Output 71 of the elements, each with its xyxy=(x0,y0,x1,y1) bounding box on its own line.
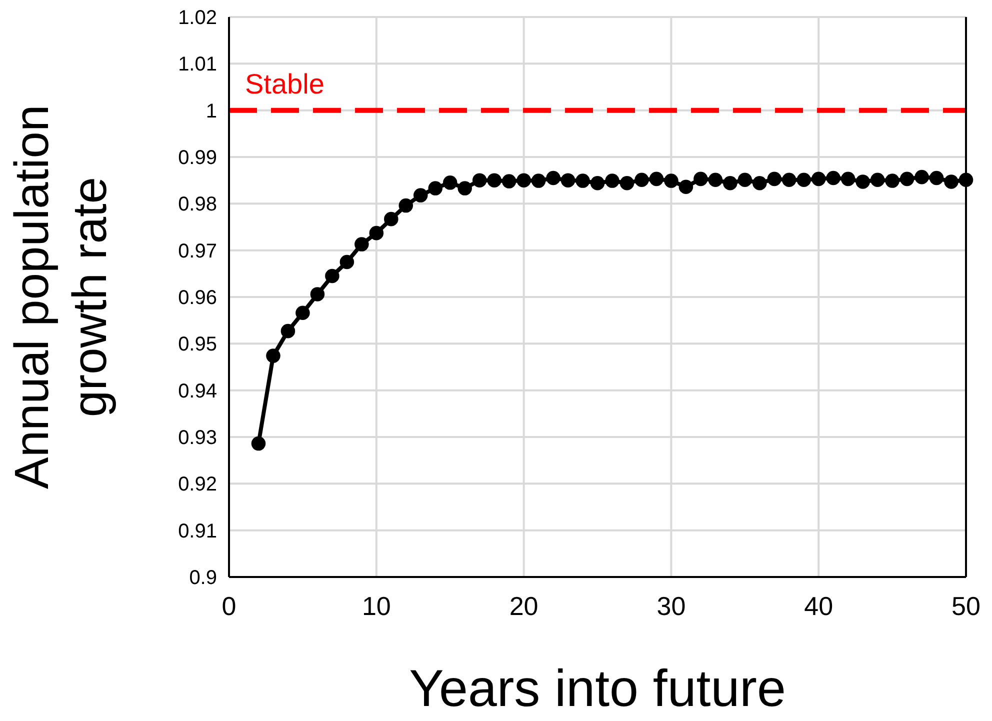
point xyxy=(340,254,354,270)
point xyxy=(900,172,914,186)
point xyxy=(325,268,340,284)
point xyxy=(840,172,856,186)
point xyxy=(752,176,767,190)
point xyxy=(590,176,605,190)
point xyxy=(826,170,840,186)
x-tick-label: 0 xyxy=(222,591,236,621)
point xyxy=(398,198,414,213)
y-tick-label: 1.02 xyxy=(178,7,217,29)
point xyxy=(384,212,398,226)
point xyxy=(605,174,620,188)
x-tick-label: 10 xyxy=(362,591,391,621)
point xyxy=(546,170,560,186)
point xyxy=(929,170,944,186)
y-tick-label: 0.94 xyxy=(178,380,217,402)
x-tick-label: 30 xyxy=(656,591,686,621)
point xyxy=(914,170,929,184)
point xyxy=(266,348,280,363)
x-tick-label: 40 xyxy=(804,591,834,621)
point xyxy=(811,172,826,186)
point xyxy=(620,176,634,190)
point xyxy=(944,174,958,189)
point xyxy=(560,173,576,188)
y-tick-label: 0.99 xyxy=(178,147,217,169)
ref-line-label: Stable xyxy=(245,68,324,100)
y-tick-label: 0.93 xyxy=(178,427,217,449)
point xyxy=(664,174,678,188)
point xyxy=(442,176,458,190)
point xyxy=(354,237,369,252)
y-tick-label: 0.97 xyxy=(178,240,217,262)
point xyxy=(649,172,664,186)
point xyxy=(310,287,325,302)
point xyxy=(767,172,782,186)
y-tick-label: 0.92 xyxy=(178,474,217,496)
point xyxy=(458,181,472,196)
y-tick-label: 0.96 xyxy=(178,287,217,309)
y-tick-label: 1.01 xyxy=(178,54,217,76)
point xyxy=(796,172,811,187)
y-tick-label: 0.91 xyxy=(178,520,217,542)
point xyxy=(487,173,502,188)
point xyxy=(472,173,487,188)
point xyxy=(531,174,546,188)
y-tick-label: 1 xyxy=(206,100,217,122)
point xyxy=(634,172,649,187)
x-tick-label: 20 xyxy=(509,591,538,621)
point xyxy=(369,226,384,240)
x-tick-label: 50 xyxy=(952,591,980,621)
point xyxy=(251,436,266,451)
y-tick-label: 0.95 xyxy=(178,334,217,356)
y-tick-label: 0.9 xyxy=(189,567,217,589)
y-tick-label: 0.98 xyxy=(178,194,217,216)
point xyxy=(738,172,752,187)
point xyxy=(885,174,900,188)
point xyxy=(428,181,442,196)
point xyxy=(413,188,428,202)
point xyxy=(694,172,708,186)
point xyxy=(870,172,885,187)
point xyxy=(502,174,516,188)
point xyxy=(856,174,870,189)
point xyxy=(280,324,296,338)
point xyxy=(782,172,796,187)
point xyxy=(296,306,310,320)
point xyxy=(958,172,974,187)
point xyxy=(576,174,590,188)
x-axis-title: Years into future xyxy=(409,660,786,718)
point xyxy=(723,176,738,190)
point xyxy=(708,172,723,187)
point xyxy=(516,173,531,188)
point xyxy=(678,180,694,194)
y-axis-title: Annual population growth rate xyxy=(6,104,117,490)
